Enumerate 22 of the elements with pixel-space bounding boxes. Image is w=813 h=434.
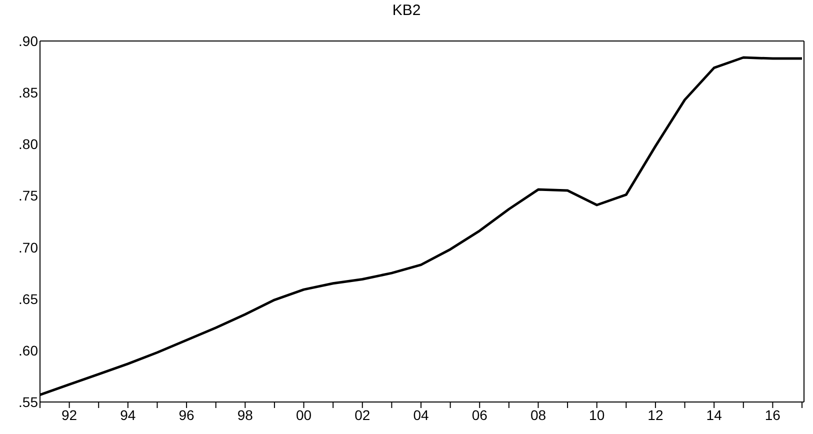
y-tick-label: .85: [18, 84, 38, 101]
x-tick-label: 08: [530, 406, 546, 423]
x-tick-label: 16: [764, 406, 781, 423]
chart-title: KB2: [391, 2, 422, 20]
x-tick-label: 96: [178, 406, 195, 423]
x-tick-label: 94: [120, 406, 136, 423]
x-tick-label: 92: [62, 406, 78, 423]
x-tick-label: 98: [237, 406, 254, 423]
x-tick-label: 10: [589, 406, 605, 423]
x-tick-label: 14: [706, 406, 722, 423]
x-tick-label: 04: [413, 406, 429, 423]
x-tick-label: 06: [472, 406, 488, 423]
y-tick-label: .75: [18, 188, 38, 204]
x-tick-label: 12: [648, 406, 664, 423]
y-tick-label: .90: [18, 32, 38, 49]
y-tick-label: .70: [18, 239, 38, 256]
y-tick-label: .65: [18, 290, 38, 307]
x-tick-label: 00: [296, 406, 312, 423]
y-tick-label: .55: [18, 394, 38, 410]
y-tick-label: .80: [18, 136, 38, 152]
y-tick-label: .60: [18, 342, 38, 358]
x-tick-label: 02: [354, 406, 370, 423]
